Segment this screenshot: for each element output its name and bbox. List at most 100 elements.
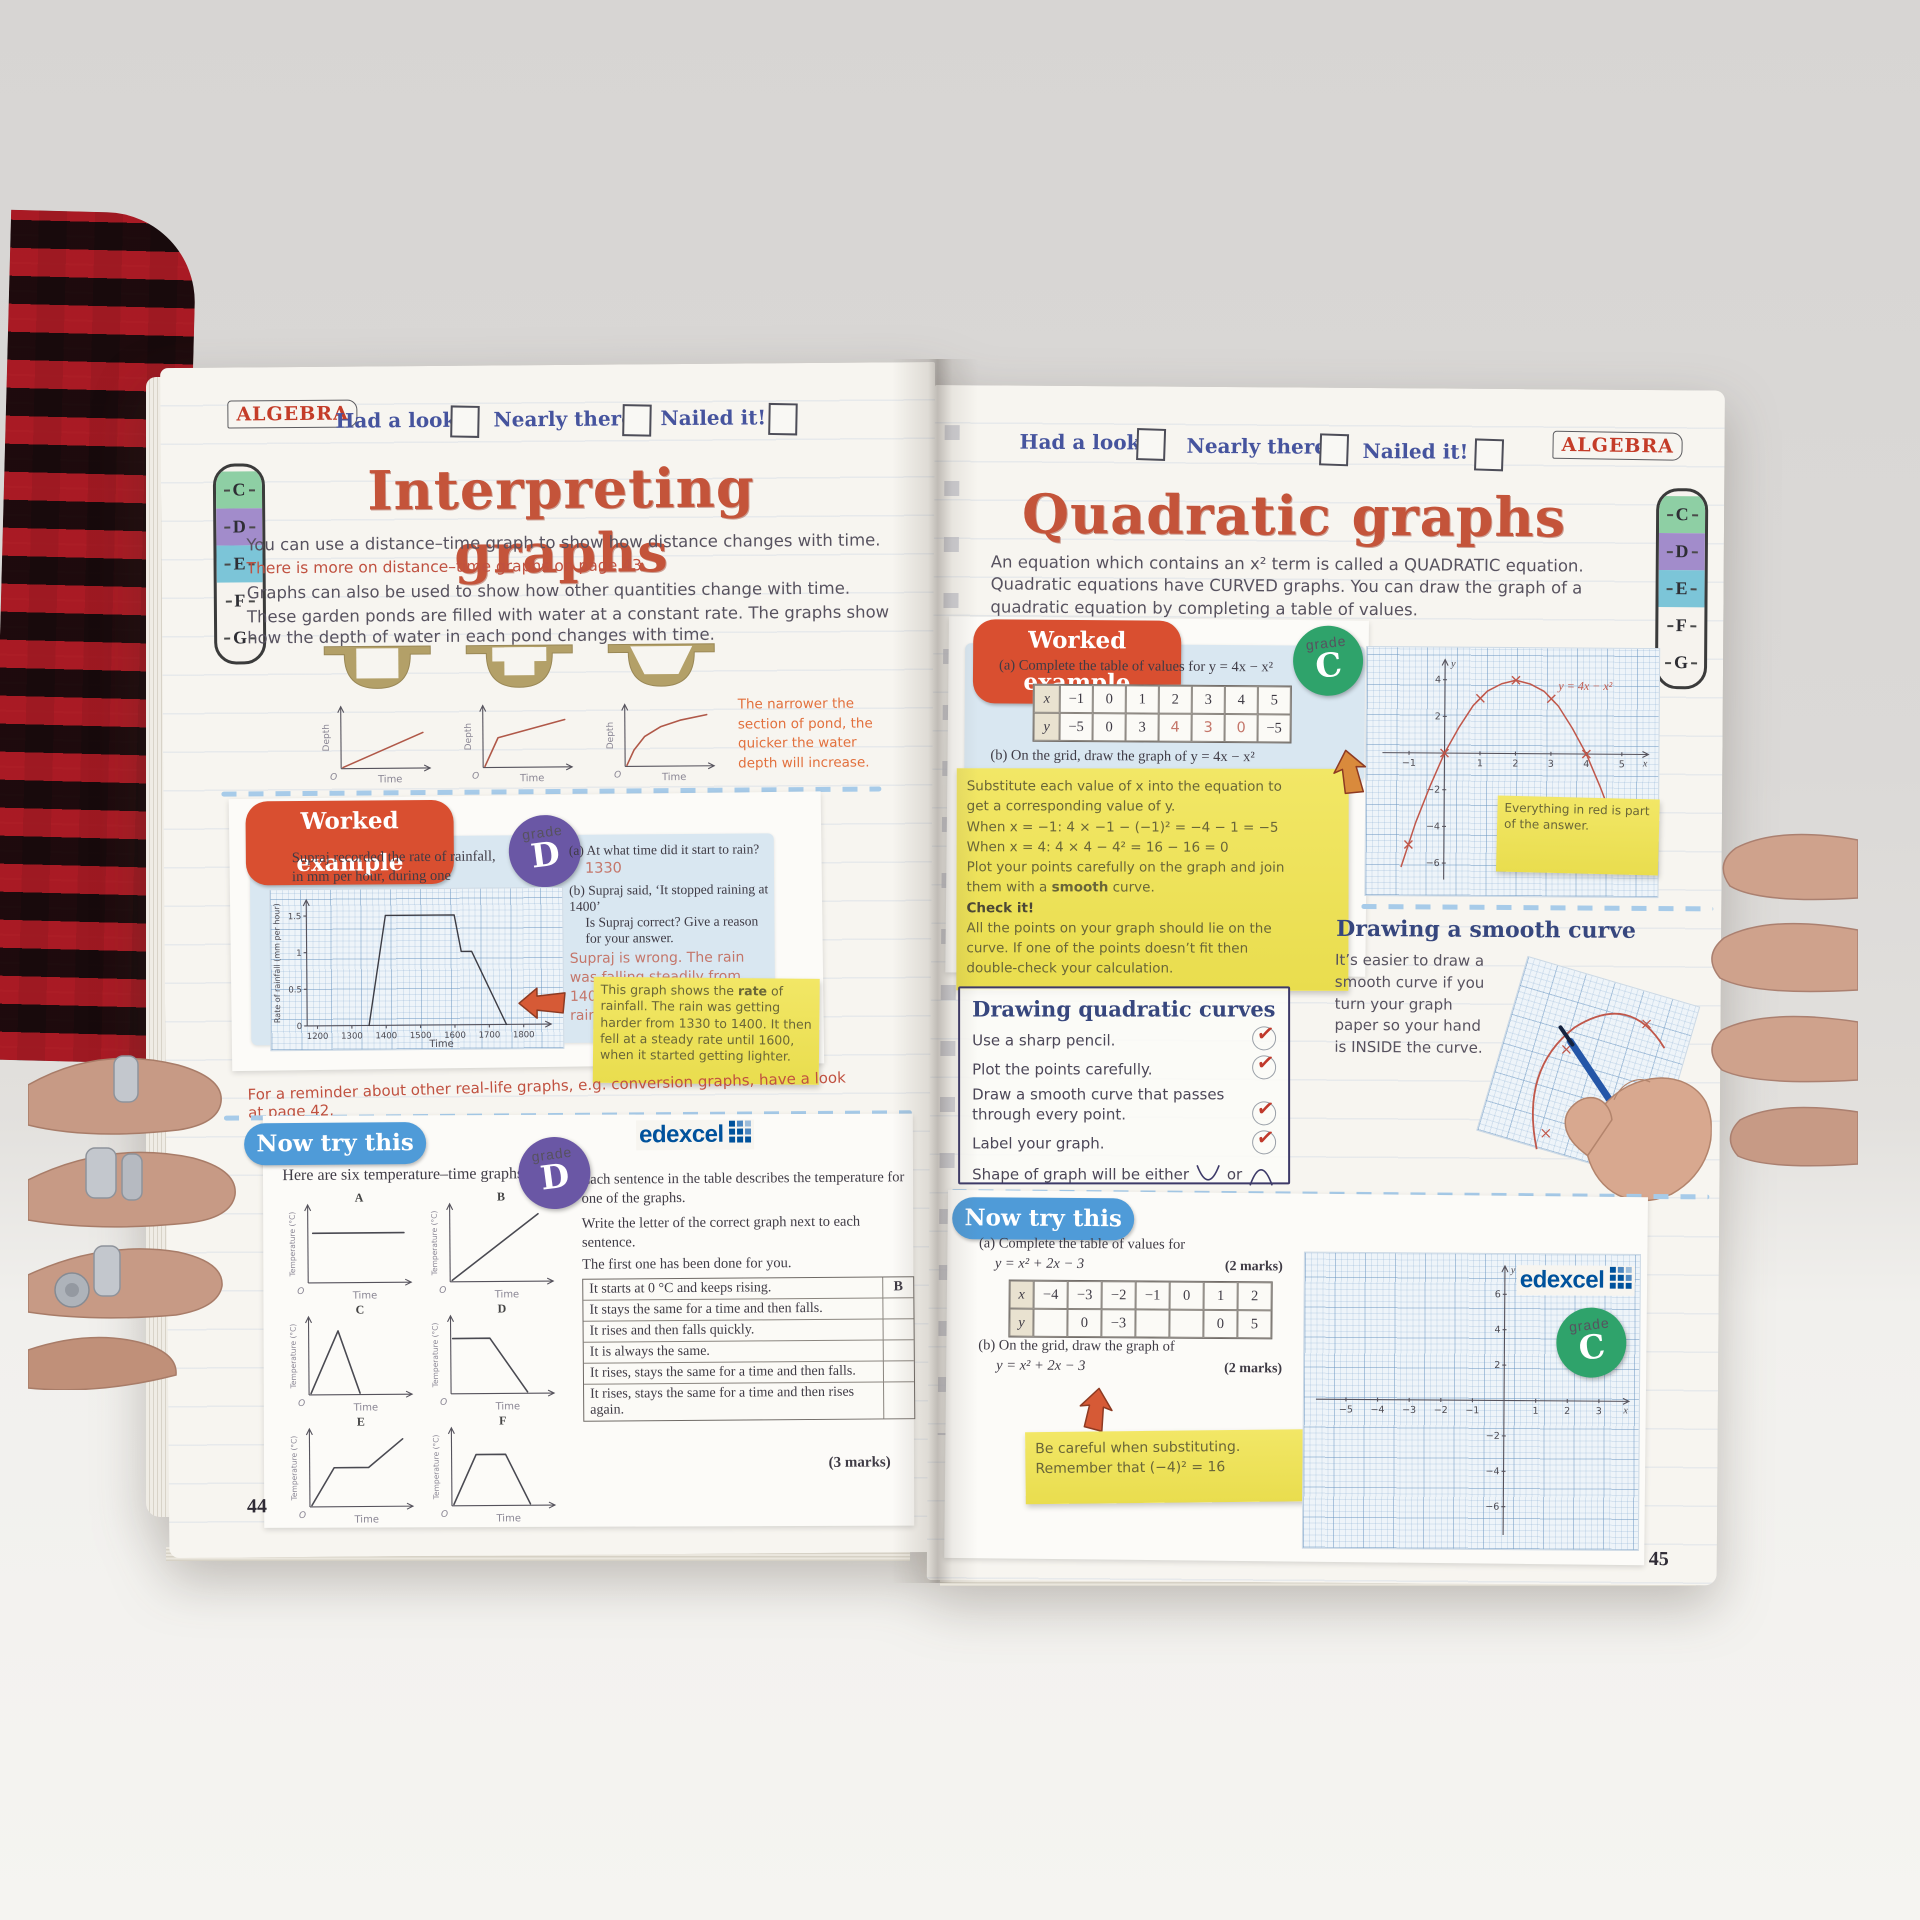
nailed-it-checkbox[interactable] <box>768 402 798 436</box>
svg-text:Time: Time <box>494 1289 520 1300</box>
now-try-this-label-r: Now try this <box>952 1197 1135 1241</box>
value-cell[interactable] <box>1135 1309 1170 1338</box>
status-nailed-it-r: Nailed it! <box>1362 438 1469 464</box>
right-hand <box>1711 833 1858 1167</box>
svg-text:A: A <box>355 1191 364 1205</box>
svg-text:D: D <box>498 1301 507 1315</box>
svg-text:3: 3 <box>1548 759 1554 770</box>
svg-text:1400: 1400 <box>375 1031 397 1041</box>
svg-text:Time: Time <box>353 1514 379 1525</box>
temperature-graph-f: O Time Temperature (°C) F <box>430 1411 561 1524</box>
sentence-text: It starts at 0 °C and keeps rising. <box>589 1280 772 1297</box>
svg-text:−6: −6 <box>1426 858 1440 869</box>
temperature-graph-d: O Time Temperature (°C) D <box>429 1299 560 1412</box>
smooth-curve-title: Drawing a smooth curve <box>1336 915 1637 944</box>
had-a-look-checkbox-r[interactable] <box>1136 428 1167 461</box>
svg-text:O: O <box>439 1286 446 1296</box>
sentence-answer-cell[interactable] <box>882 1340 914 1361</box>
practice-grid-chart[interactable]: x y −5 −4 −3 −2 −1 1 2 3 −6 −4 −2 2 4 6 <box>1301 1251 1641 1551</box>
svg-text:1: 1 <box>296 949 302 959</box>
red-answer-note: Everything in red is part of the answer. <box>1495 795 1660 876</box>
nearly-there-checkbox[interactable] <box>622 404 652 437</box>
sentence-answer-cell[interactable] <box>882 1298 914 1319</box>
pond-caption: The narrower the section of pond, the qu… <box>737 695 873 772</box>
value-cell: −4 <box>1033 1280 1068 1309</box>
temperature-graph-a: O Time Temperature (°C) A <box>286 1188 417 1301</box>
value-cell: −5 <box>1059 712 1093 742</box>
status-nailed-it: Nailed it! <box>660 405 767 431</box>
checklist-item-text: Draw a smooth curve that passes through … <box>972 1085 1225 1124</box>
value-cell: −5 <box>1257 714 1291 743</box>
ntt-eq1: y = x² + 2x − 3 <box>994 1255 1085 1273</box>
ntt-marks-b: (2 marks) <box>1224 1361 1283 1377</box>
checkmark-icon: ✓ <box>1250 1125 1278 1156</box>
svg-text:Time: Time <box>352 1290 378 1301</box>
question-b2: Is Supraj correct? Give a reason for you… <box>585 913 759 946</box>
value-cell: −1 <box>1059 684 1093 714</box>
or-label: or <box>1226 1165 1243 1184</box>
svg-text:O: O <box>330 773 337 783</box>
svg-text:−2: −2 <box>1434 1405 1448 1416</box>
svg-text:−1: −1 <box>1465 1405 1479 1416</box>
svg-text:O: O <box>614 770 621 780</box>
nailed-it-checkbox-r[interactable] <box>1474 438 1505 472</box>
value-cell: 0 <box>1203 1309 1238 1339</box>
pond-depth-graph-3: O Time Depth <box>605 698 721 783</box>
grade-ladder-step: C <box>1658 496 1706 534</box>
sentence-answer-cell[interactable] <box>882 1361 915 1382</box>
value-cell[interactable] <box>1169 1309 1204 1338</box>
check-it-body: All the points on your graph should lie … <box>966 919 1272 977</box>
ntt-marks-a: (2 marks) <box>1224 1259 1283 1275</box>
svg-text:−2: −2 <box>1486 1431 1500 1442</box>
value-row-label: y <box>1009 1308 1034 1337</box>
value-cell[interactable] <box>1033 1308 1068 1337</box>
nearly-there-checkbox-r[interactable] <box>1319 433 1350 467</box>
sentence-answer-cell[interactable] <box>883 1382 915 1419</box>
value-cell: 2 <box>1237 1282 1272 1311</box>
marks-label: (3 marks) <box>828 1454 891 1471</box>
quadratic-graph: x y −1 1 2 3 4 5 −6 −4 −2 2 4 y = 4x − x² <box>1364 646 1661 899</box>
value-cell: 0 <box>1092 685 1126 714</box>
value-row-label: y <box>1033 712 1060 741</box>
value-cell: 3 <box>1125 713 1159 742</box>
sentence-row: It is always the same. <box>583 1340 914 1364</box>
svg-text:Time: Time <box>428 1039 454 1050</box>
answer-a: 1330 <box>584 860 622 877</box>
svg-text:1500: 1500 <box>410 1031 432 1041</box>
svg-text:4: 4 <box>1494 1325 1500 1336</box>
svg-text:E: E <box>357 1415 365 1429</box>
pond-cross-section-3 <box>607 643 715 687</box>
ntt-instruction-2: Write the letter of the correct graph ne… <box>581 1213 861 1251</box>
svg-text:Temperature (°C): Temperature (°C) <box>431 1322 441 1388</box>
had-a-look-checkbox[interactable] <box>450 405 480 438</box>
svg-text:6: 6 <box>1495 1289 1501 1300</box>
svg-text:Depth: Depth <box>464 723 474 750</box>
careful-sticky-note: Be careful when substituting. Remember th… <box>1025 1429 1318 1505</box>
svg-text:y = 4x − x²: y = 4x − x² <box>1557 679 1612 693</box>
checklist-item: Use a sharp pencil. ✓ <box>972 1021 1278 1052</box>
substitution-sticky-note: Substitute each value of x into the equa… <box>956 768 1349 991</box>
sentence-answer-cell[interactable] <box>882 1319 914 1340</box>
svg-text:Rate of rainfall (mm per hour): Rate of rainfall (mm per hour) <box>272 903 282 1023</box>
value-cell: −3 <box>1101 1309 1136 1338</box>
checklist-item: Label your graph. ✓ <box>972 1125 1278 1156</box>
svg-text:3: 3 <box>1596 1406 1602 1417</box>
question-a: (a) At what time did it start to rain? <box>568 841 760 858</box>
status-nearly-there: Nearly there <box>493 406 634 432</box>
value-cell: −2 <box>1101 1281 1136 1310</box>
value-cell: −1 <box>1135 1281 1170 1310</box>
temperature-graph-b: O Time Temperature (°C) B <box>428 1187 559 1300</box>
svg-text:4: 4 <box>1583 759 1589 770</box>
value-cell: 4 <box>1224 686 1258 715</box>
svg-text:−3: −3 <box>1402 1405 1416 1416</box>
svg-text:Temperature (°C): Temperature (°C) <box>289 1324 299 1390</box>
checklist-item-text: Label your graph. <box>972 1134 1105 1153</box>
status-had-a-look: Had a look <box>335 407 457 433</box>
svg-text:F: F <box>499 1413 506 1427</box>
svg-text:Depth: Depth <box>606 722 616 749</box>
pond-depth-graph-1: O Time Depth <box>321 700 437 785</box>
pond-cross-section-2 <box>465 644 573 688</box>
value-cell: 2 <box>1158 685 1192 714</box>
svg-text:Depth: Depth <box>322 724 332 751</box>
